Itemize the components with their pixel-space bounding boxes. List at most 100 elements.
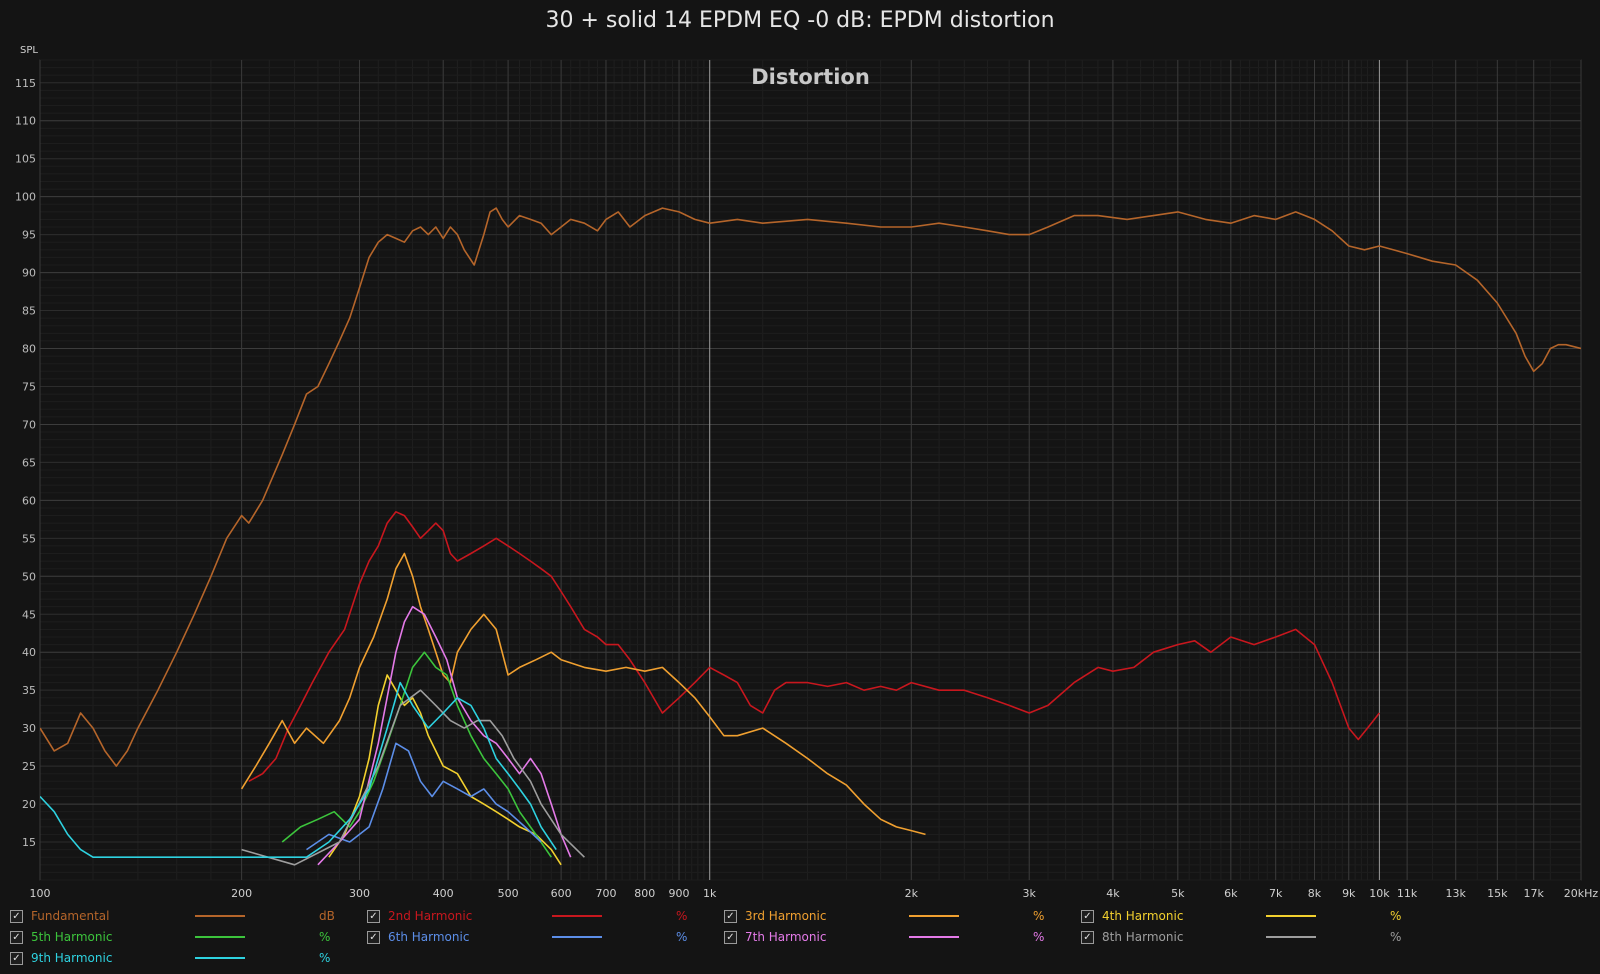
legend-swatch-4th-harmonic [1266, 915, 1316, 917]
y-tick-label: 55 [22, 532, 36, 545]
x-tick-label: 20kHz [1564, 887, 1599, 900]
series-line-5th-harmonic [281, 651, 552, 858]
y-tick-label: 75 [22, 380, 36, 393]
legend-swatch-9th-harmonic [195, 957, 245, 959]
checkbox-9th-harmonic[interactable]: ✓ [10, 951, 23, 965]
x-tick-label: 500 [498, 887, 519, 900]
y-tick-label: 40 [22, 646, 36, 659]
legend-swatch-5th-harmonic [195, 936, 245, 938]
checkbox-2nd-harmonic[interactable]: ✓ [367, 909, 380, 923]
x-tick-label: 700 [595, 887, 616, 900]
legend-item-2nd-harmonic: ✓ 2nd Harmonic % [367, 906, 696, 926]
legend-item-7th-harmonic: ✓ 7th Harmonic % [724, 927, 1053, 947]
checkbox-fundamental[interactable]: ✓ [10, 909, 23, 923]
legend-item-4th-harmonic: ✓ 4th Harmonic % [1081, 906, 1410, 926]
legend-label-5th-harmonic: 5th Harmonic [31, 930, 113, 944]
legend-label-6th-harmonic: 6th Harmonic [388, 930, 470, 944]
y-axis-label: SPL [20, 45, 38, 56]
x-tick-label: 200 [231, 887, 252, 900]
x-tick-label: 6k [1224, 887, 1238, 900]
series-line-3rd-harmonic [240, 552, 926, 836]
legend-item-8th-harmonic: ✓ 8th Harmonic % [1081, 927, 1410, 947]
x-tick-label: 400 [433, 887, 454, 900]
y-tick-label: 30 [22, 722, 36, 735]
y-tick-label: 20 [22, 798, 36, 811]
x-tick-label: 600 [551, 887, 572, 900]
series-line-4th-harmonic [328, 674, 562, 866]
legend-label-3rd-harmonic: 3rd Harmonic [745, 909, 827, 923]
y-tick-label: 90 [22, 267, 36, 280]
legend-swatch-fundamental [195, 915, 245, 917]
legend-unit-6th-harmonic: % [676, 930, 688, 944]
legend-unit-7th-harmonic: % [1033, 930, 1045, 944]
legend-unit-fundamental: dB [319, 909, 335, 923]
checkbox-4th-harmonic[interactable]: ✓ [1081, 909, 1094, 923]
y-tick-label: 70 [22, 418, 36, 431]
legend-label-4th-harmonic: 4th Harmonic [1102, 909, 1184, 923]
distortion-chart: 15 20 25 30 35 40 45 50 55 60 65 70 75 80 85 90 95 100 105… [15, 45, 1599, 900]
x-tick-label: 10k [1369, 887, 1390, 900]
checkbox-8th-harmonic[interactable]: ✓ [1081, 930, 1094, 944]
y-tick-label: 95 [22, 229, 36, 242]
legend-label-9th-harmonic: 9th Harmonic [31, 951, 113, 965]
x-tick-label: 300 [349, 887, 370, 900]
y-tick-label: 45 [22, 608, 36, 621]
legend-unit-3rd-harmonic: % [1033, 909, 1045, 923]
x-tick-label: 900 [669, 887, 690, 900]
legend-unit-9th-harmonic: % [319, 951, 331, 965]
x-tick-label: 7k [1269, 887, 1283, 900]
legend-item-9th-harmonic: ✓ 9th Harmonic % [10, 948, 339, 968]
legend-label-fundamental: Fundamental [31, 909, 110, 923]
x-tick-label: 1k [703, 887, 717, 900]
series-line-fundamental [40, 207, 1581, 767]
x-tick-label: 15k [1487, 887, 1508, 900]
window-title: 30 + solid 14 EPDM EQ -0 dB: EPDM distor… [545, 8, 1055, 33]
x-tick-label: 100 [30, 887, 51, 900]
legend-unit-5th-harmonic: % [319, 930, 331, 944]
checkbox-6th-harmonic[interactable]: ✓ [367, 930, 380, 944]
y-tick-label: 65 [22, 456, 36, 469]
legend-swatch-3rd-harmonic [909, 915, 959, 917]
y-tick-label: 85 [22, 305, 36, 318]
legend-unit-8th-harmonic: % [1390, 930, 1402, 944]
checkbox-7th-harmonic[interactable]: ✓ [724, 930, 737, 944]
y-tick-label: 115 [15, 77, 36, 90]
legend-label-8th-harmonic: 8th Harmonic [1102, 930, 1184, 944]
x-tick-label: 17k [1524, 887, 1545, 900]
series-line-9th-harmonic [40, 681, 557, 858]
checkbox-3rd-harmonic[interactable]: ✓ [724, 909, 737, 923]
legend-swatch-2nd-harmonic [552, 915, 602, 917]
x-tick-label: 9k [1342, 887, 1356, 900]
legend-unit-2nd-harmonic: % [676, 909, 688, 923]
checkbox-5th-harmonic[interactable]: ✓ [10, 930, 23, 944]
legend-swatch-7th-harmonic [909, 936, 959, 938]
legend-item-6th-harmonic: ✓ 6th Harmonic % [367, 927, 696, 947]
y-tick-label: 80 [22, 343, 36, 356]
y-tick-label: 25 [22, 760, 36, 773]
legend-label-7th-harmonic: 7th Harmonic [745, 930, 827, 944]
y-tick-label: 105 [15, 153, 36, 166]
series-line-8th-harmonic [241, 689, 585, 866]
x-tick-label: 3k [1023, 887, 1037, 900]
y-tick-label: 60 [22, 494, 36, 507]
legend-swatch-6th-harmonic [552, 936, 602, 938]
x-tick-label: 11k [1397, 887, 1418, 900]
legend: ✓ Fundamental dB ✓ 2nd Harmonic % ✓ 3rd … [0, 906, 1600, 972]
x-tick-label: 4k [1106, 887, 1120, 900]
y-tick-label: 35 [22, 684, 36, 697]
legend-item-fundamental: ✓ Fundamental dB [10, 906, 339, 926]
legend-item-5th-harmonic: ✓ 5th Harmonic % [10, 927, 339, 947]
legend-unit-4th-harmonic: % [1390, 909, 1402, 923]
y-tick-label: 110 [15, 115, 36, 128]
legend-label-2nd-harmonic: 2nd Harmonic [388, 909, 473, 923]
legend-item-3rd-harmonic: ✓ 3rd Harmonic % [724, 906, 1053, 926]
x-tick-label: 800 [634, 887, 655, 900]
x-tick-label: 5k [1171, 887, 1185, 900]
x-tick-label: 8k [1308, 887, 1322, 900]
legend-swatch-8th-harmonic [1266, 936, 1316, 938]
x-tick-label: 2k [905, 887, 919, 900]
y-tick-label: 100 [15, 191, 36, 204]
y-tick-label: 15 [22, 836, 36, 849]
series-line-6th-harmonic [306, 742, 542, 851]
plot-title: Distortion [751, 65, 870, 89]
